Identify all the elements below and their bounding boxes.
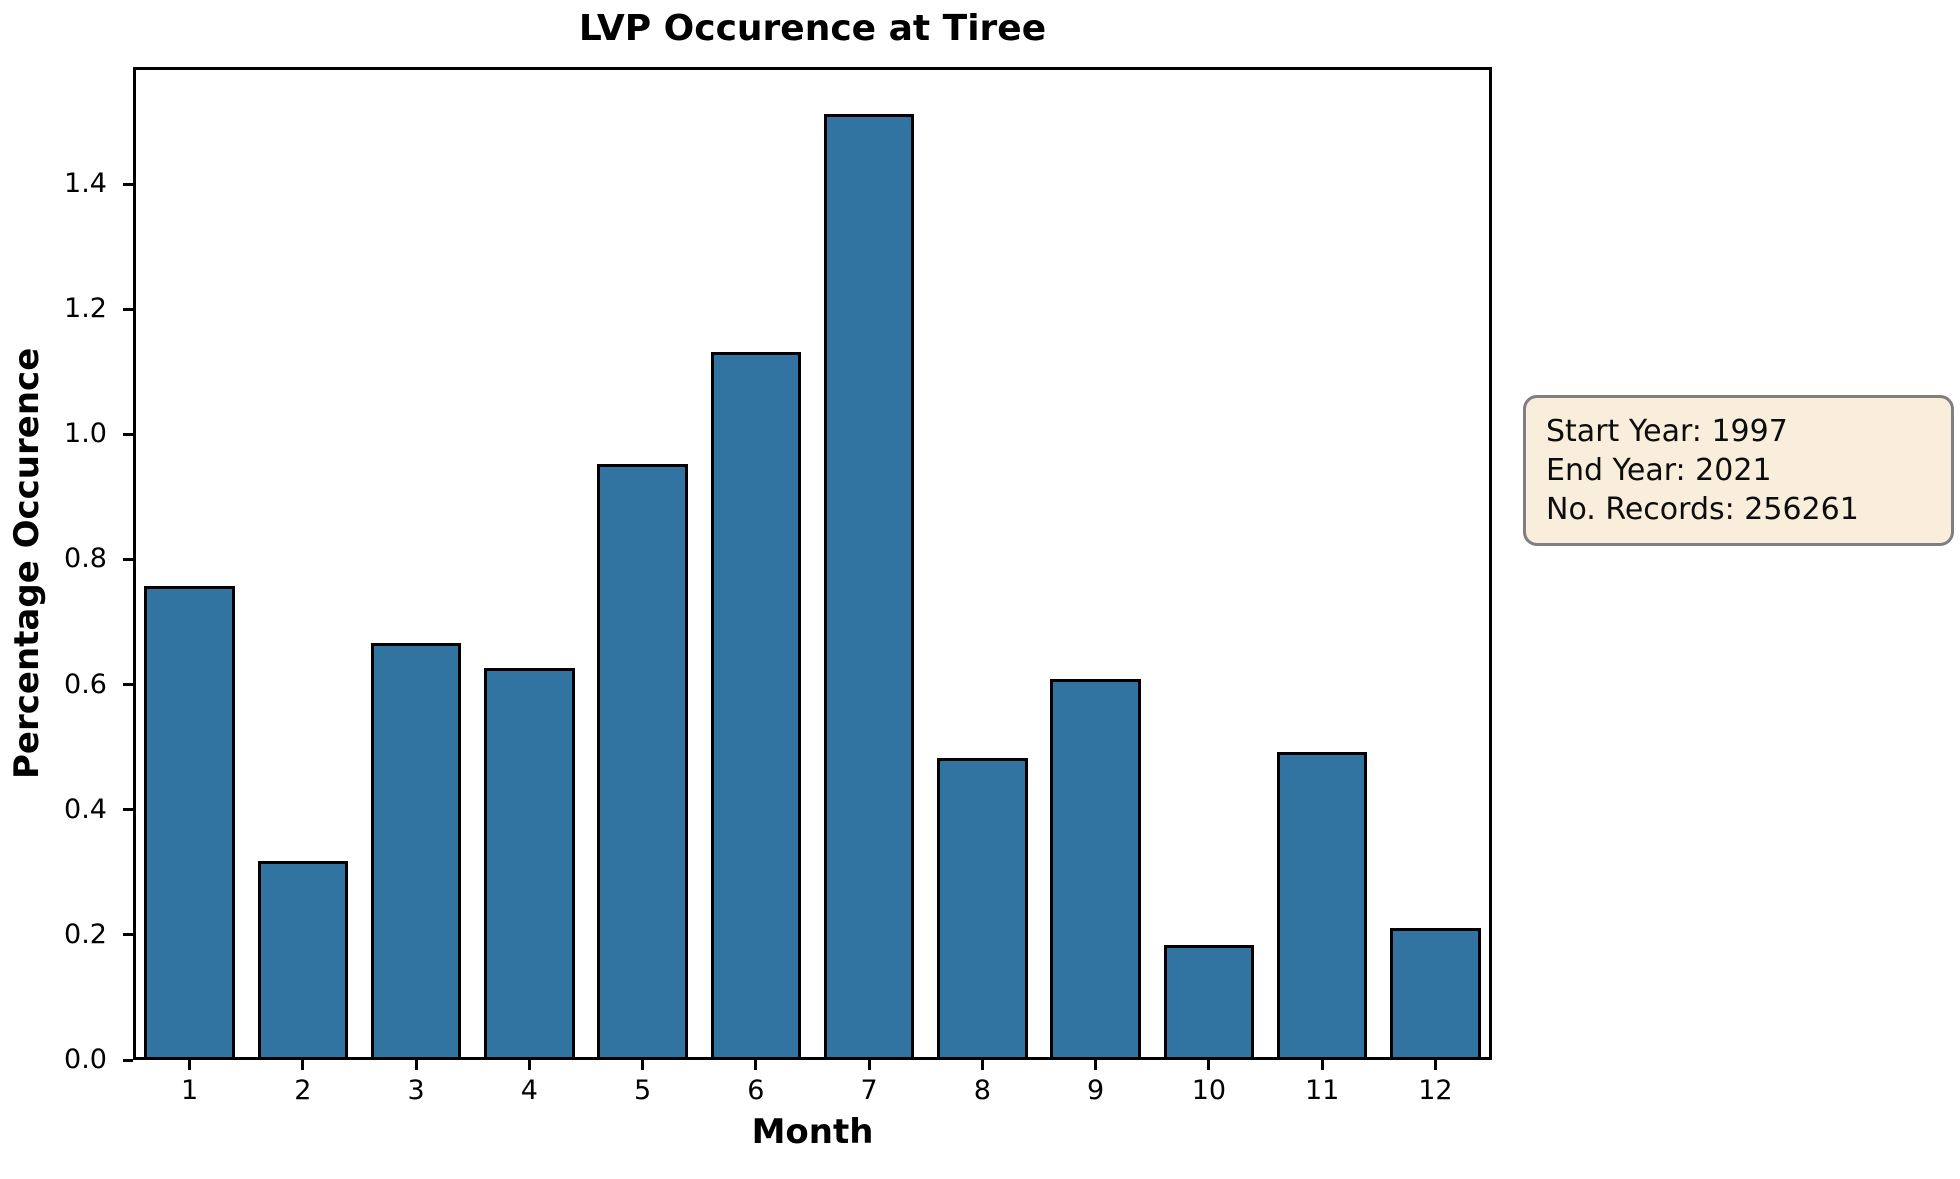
x-tick-mark [301,1060,305,1070]
y-tick-label: 0.0 [64,1044,107,1075]
y-tick-mark [123,557,133,561]
y-tick-label: 0.8 [64,543,107,575]
bar-month-1 [144,586,235,1060]
bar-month-10 [1163,944,1255,1060]
bar-month-12 [1390,927,1481,1060]
x-tick-label: 4 [520,1075,538,1106]
x-tick-label: 9 [1087,1075,1105,1106]
y-tick-label: 1.4 [64,168,107,199]
x-tick-label: 12 [1418,1075,1453,1106]
bar-month-7 [823,113,915,1060]
x-tick-label: 5 [634,1075,652,1106]
x-tick-mark [641,1060,645,1070]
x-tick-label: 10 [1191,1075,1227,1106]
x-tick-mark [1207,1060,1211,1070]
bar-month-3 [370,642,462,1060]
y-axis-label: Percentage Occurence [7,347,47,780]
y-tick-mark [123,808,133,812]
x-tick-mark [1433,1060,1437,1070]
x-tick-label: 7 [860,1075,878,1106]
x-tick-mark [754,1060,758,1070]
x-tick-mark [188,1060,192,1070]
annotation-num-records: No. Records: 256261 [1546,492,1859,527]
axis-spine-right [1489,67,1492,1060]
x-tick-mark [980,1060,984,1070]
y-tick-mark [123,933,133,937]
bar-month-11 [1276,752,1368,1060]
x-tick-label: 11 [1304,1075,1340,1106]
y-tick-mark [123,182,133,186]
x-tick-label: 6 [747,1075,765,1106]
x-tick-mark [867,1060,871,1070]
y-tick-mark [123,1058,133,1062]
x-axis-label: Month [751,1112,874,1152]
y-tick-label: 0.4 [64,793,107,825]
bar-month-2 [257,861,349,1060]
x-tick-label: 1 [181,1075,199,1106]
annotation-start-year: Start Year: 1997 [1546,414,1788,449]
y-tick-mark [123,432,133,436]
x-tick-label: 3 [407,1075,425,1106]
annotation-box: Start Year: 1997 End Year: 2021 No. Reco… [1523,395,1954,546]
y-tick-label: 0.6 [64,668,107,700]
bar-month-5 [597,463,688,1060]
x-tick-mark [414,1060,418,1070]
chart-title: LVP Occurence at Tiree [578,8,1047,49]
y-tick-label: 1.0 [64,418,107,450]
plot-area: 1 2 3 4 5 6 7 8 9 10 11 12 0.0 0.2 0.4 0.6 0.8 1.0 1.2 1.4 [64,67,1492,1106]
bar-month-6 [710,351,802,1060]
x-tick-mark [527,1060,531,1070]
annotation-end-year: End Year: 2021 [1546,453,1772,488]
axis-spine-top [133,67,1492,70]
y-tick-label: 0.2 [64,918,107,950]
y-tick-label: 1.2 [64,293,107,325]
x-tick-mark [1094,1060,1098,1070]
x-tick-label: 2 [294,1075,312,1106]
y-tick-mark [123,683,133,687]
y-tick-mark [123,307,133,311]
axis-spine-bottom [133,1057,1492,1060]
bar-month-4 [484,667,575,1060]
axis-spine-left [133,67,136,1060]
bar-month-8 [937,757,1028,1060]
bar-month-9 [1050,678,1141,1060]
x-tick-mark [1320,1060,1324,1070]
x-tick-label: 8 [973,1075,991,1106]
